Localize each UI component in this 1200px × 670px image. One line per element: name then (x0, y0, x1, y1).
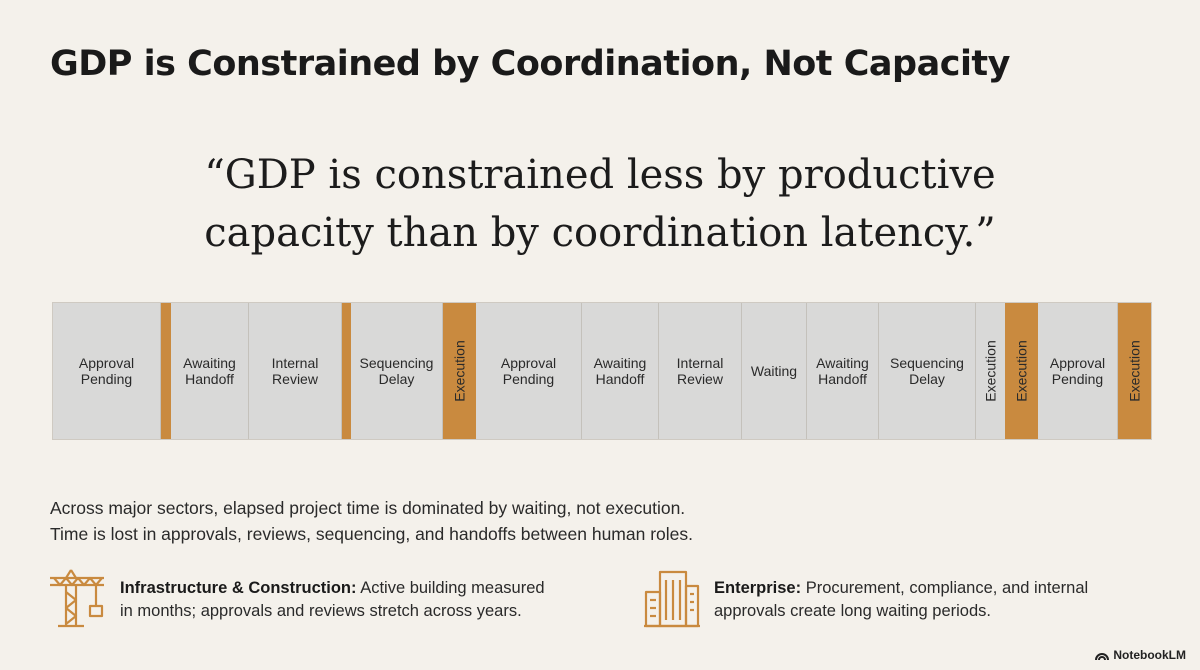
sector-enterprise: Enterprise: Procurement, compliance, and… (642, 568, 1088, 628)
timeline-segment: Execution (976, 303, 1005, 439)
office-building-icon (644, 570, 700, 628)
timeline-segment: Sequencing Delay (879, 303, 976, 439)
timeline-segment: Execution (1005, 303, 1038, 439)
crane-icon (50, 569, 104, 628)
infra-text-2: in months; approvals and reviews stretch… (120, 602, 522, 620)
notebooklm-icon (1095, 653, 1110, 661)
timeline-segment: Execution (1118, 303, 1151, 439)
infra-text-1: Active building measured (356, 579, 545, 597)
timeline-segment: Awaiting Handoff (171, 303, 249, 439)
summary-line-2: Time is lost in approvals, reviews, sequ… (50, 524, 693, 544)
timeline-segment: Execution (443, 303, 476, 439)
infra-heading: Infrastructure & Construction: (120, 579, 357, 597)
timeline-segment: Approval Pending (53, 303, 161, 439)
project-timeline: Approval Pending Awaiting Handoff Intern… (52, 302, 1152, 440)
quote-line-1: “GDP is constrained less by productive (204, 152, 996, 198)
notebooklm-logo: NotebookLM (1095, 648, 1186, 662)
enterprise-heading: Enterprise: (714, 579, 802, 597)
timeline-segment: Approval Pending (476, 303, 582, 439)
enterprise-text-1: Procurement, compliance, and internal (801, 579, 1089, 597)
quote-line-2: capacity than by coordination latency.” (0, 204, 1200, 262)
summary-line-1: Across major sectors, elapsed project ti… (50, 498, 686, 518)
enterprise-text-2: approvals create long waiting periods. (714, 602, 991, 620)
sector-infrastructure: Infrastructure & Construction: Active bu… (48, 568, 545, 628)
brand-label: NotebookLM (1113, 648, 1186, 662)
timeline-segment: Internal Review (659, 303, 742, 439)
quote-line-2b: coordination latency.” (551, 210, 996, 256)
timeline-segment: Approval Pending (1038, 303, 1118, 439)
timeline-segment: Waiting (742, 303, 807, 439)
timeline-segment: Awaiting Handoff (582, 303, 659, 439)
page-title: GDP is Constrained by Coordination, Not … (50, 44, 1010, 84)
timeline-segment (342, 303, 351, 439)
timeline-segment (161, 303, 171, 439)
summary-text: Across major sectors, elapsed project ti… (50, 495, 693, 547)
timeline-segment: Sequencing Delay (351, 303, 443, 439)
timeline-segment: Internal Review (249, 303, 342, 439)
quote: “GDP is constrained less by productive c… (0, 146, 1200, 262)
timeline-segment: Awaiting Handoff (807, 303, 879, 439)
quote-line-2a: capacity than by (204, 210, 552, 256)
